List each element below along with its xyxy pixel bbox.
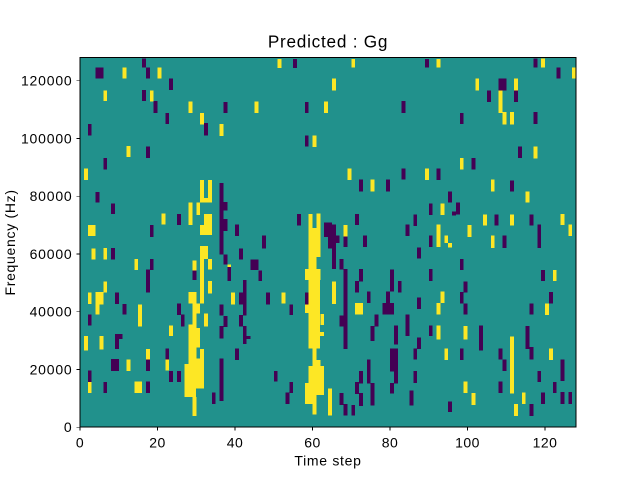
svg-text:40000: 40000 — [30, 304, 73, 320]
svg-text:100: 100 — [455, 435, 480, 451]
svg-text:60: 60 — [304, 435, 321, 451]
svg-text:0: 0 — [64, 419, 73, 435]
svg-text:20: 20 — [149, 435, 166, 451]
svg-text:60000: 60000 — [30, 246, 73, 262]
svg-text:80: 80 — [382, 435, 399, 451]
svg-text:80000: 80000 — [30, 188, 73, 204]
svg-text:20000: 20000 — [30, 361, 73, 377]
svg-text:120000: 120000 — [21, 73, 73, 89]
svg-text:Predicted : Gg: Predicted : Gg — [268, 32, 388, 52]
svg-text:120: 120 — [533, 435, 558, 451]
svg-text:Time step: Time step — [294, 453, 361, 469]
svg-text:40: 40 — [227, 435, 244, 451]
svg-text:0: 0 — [76, 435, 84, 451]
svg-text:Frequency (Hz): Frequency (Hz) — [2, 189, 18, 295]
svg-text:100000: 100000 — [21, 130, 73, 146]
